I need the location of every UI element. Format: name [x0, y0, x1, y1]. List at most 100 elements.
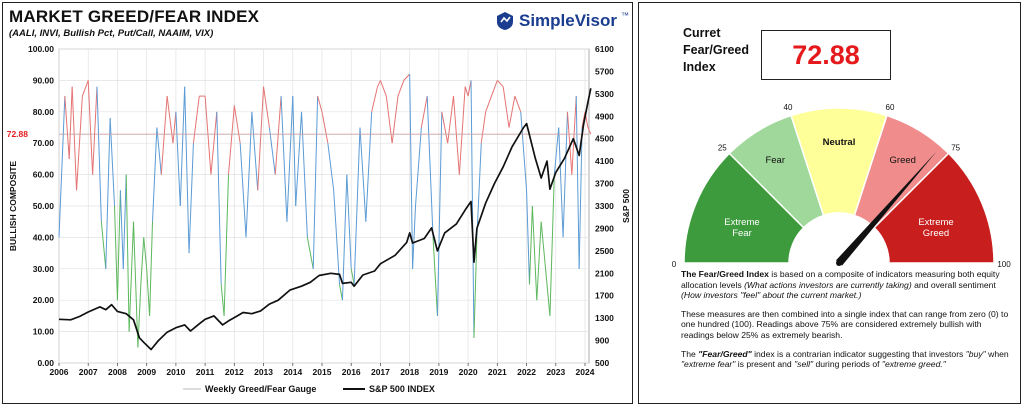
y-right-tick-label: 5700 [595, 66, 614, 76]
greed-fear-segment [359, 127, 367, 222]
greed-fear-segment [251, 111, 259, 191]
greed-fear-segment [295, 111, 303, 207]
greed-fear-segment [385, 96, 393, 144]
greed-fear-segment [87, 80, 94, 175]
greed-fear-series [58, 73, 592, 348]
greed-fear-segment [192, 96, 200, 144]
greed-fear-segment [152, 127, 158, 222]
x-tick-label: 2017 [371, 367, 390, 377]
greed-fear-segment [377, 80, 381, 87]
greed-fear-segment [125, 174, 130, 332]
greed-fear-segment [96, 86, 102, 222]
gauge-segment-label: Extreme [724, 217, 759, 228]
greed-fear-segment [540, 221, 547, 269]
y-left-tick-label: 60.00 [33, 170, 55, 180]
x-tick-label: 2010 [166, 367, 185, 377]
greed-fear-segment [528, 205, 533, 285]
y-right-tick-label: 5300 [595, 89, 614, 99]
greed-fear-segment [578, 127, 583, 269]
x-tick-label: 2018 [400, 367, 419, 377]
greed-fear-segment [412, 205, 417, 269]
greed-fear-segment [353, 127, 361, 285]
sp500-line [58, 88, 592, 351]
greed-fear-segment [502, 86, 510, 128]
greed-fear-segment [575, 96, 580, 269]
brand-trademark: ™ [620, 10, 629, 20]
greed-fear-segment [116, 190, 121, 301]
greed-fear-segment [172, 111, 177, 144]
greed-fear-segment [122, 174, 127, 269]
gauge-segment-label: Extreme [918, 217, 953, 228]
greed-fear-segment [216, 111, 222, 285]
chart-panel: 72.88 0.00 10.00 20.00 30.00 40.00 50.00 60.00… [2, 2, 633, 404]
greed-fear-segment [341, 174, 348, 301]
greed-fear-segment [188, 143, 194, 254]
y-right-tick-label: 3700 [595, 179, 614, 189]
greed-fear-segment [391, 96, 399, 144]
greed-fear-segment [531, 205, 538, 301]
greed-fear-segment [327, 143, 335, 191]
gauge-title-line3: Index [683, 60, 716, 74]
gauge-tick-label: 60 [886, 103, 895, 112]
gauge-segment-label: Fear [732, 228, 752, 239]
description: The Fear/Greed Index is based on a compo… [681, 269, 1011, 378]
y-right-tick-label: 4900 [595, 111, 614, 121]
x-tick-label: 2008 [108, 367, 127, 377]
greed-fear-segment [441, 111, 449, 144]
greed-fear-segment [64, 96, 70, 159]
x-tick-label: 2016 [342, 367, 361, 377]
greed-fear-segment [520, 111, 528, 191]
y-right-tick-label: 3300 [595, 201, 614, 211]
greed-fear-segment [346, 174, 352, 269]
greed-fear-segment [553, 127, 560, 175]
gauge-tick-label: 25 [718, 143, 727, 152]
y-right-tick-label: 2100 [595, 268, 614, 278]
x-tick-label: 2015 [313, 367, 332, 377]
greed-fear-segment [175, 111, 181, 207]
x-tick-label: 2011 [196, 367, 215, 377]
greed-fear-segment [280, 96, 288, 222]
brand-logo: SimpleVisor ™ [495, 11, 629, 31]
greed-fear-segment [321, 111, 329, 144]
y-left-tick-label: 30.00 [33, 264, 55, 274]
x-tick-label: 2009 [137, 367, 156, 377]
greed-fear-segment [286, 96, 294, 222]
greed-fear-segment [223, 174, 229, 316]
greed-fear-segment [436, 111, 443, 316]
axis-layer: 0.00 10.00 20.00 30.00 40.00 50.00 60.00 70.00 8… [8, 44, 631, 377]
simplevisor-logo-icon [497, 12, 513, 30]
gauge-segment [873, 152, 995, 264]
y-left-tick-label: 0.00 [37, 358, 54, 368]
greed-fear-segment [508, 96, 516, 128]
gauge-needle [835, 151, 937, 266]
greed-fear-segment [160, 96, 168, 175]
y-left-axis-label: BULLISH COMPOSITE [8, 161, 18, 252]
greed-fear-segment [350, 268, 355, 285]
y-left-tick-label: 40.00 [33, 232, 55, 242]
greed-fear-segment [447, 96, 454, 144]
description-paragraph-1: The Fear/Greed Index is based on a compo… [681, 269, 1000, 301]
gauge-title-line1: Curret [683, 26, 721, 40]
y-left-tick-label: 50.00 [33, 201, 55, 211]
greed-fear-segment [514, 95, 522, 112]
greed-fear-segment [109, 118, 116, 207]
gauge-title: Curret Fear/Greed Index [683, 25, 763, 76]
y-right-tick-label: 900 [595, 336, 609, 346]
gauge-segment-label: Greed [923, 228, 949, 239]
greed-fear-segment [128, 221, 135, 332]
greed-fear-segment [245, 111, 253, 238]
y-right-tick-label: 6100 [595, 44, 614, 54]
current-value: 72.88 [792, 39, 860, 70]
greed-fear-segment [100, 221, 107, 269]
x-tick-label: 2023 [546, 367, 565, 377]
greed-fear-segment [227, 105, 235, 175]
greed-fear-segment [166, 96, 174, 144]
greed-fear-segment [379, 80, 387, 97]
y-right-tick-label: 4500 [595, 134, 614, 144]
greed-fear-segment [426, 96, 434, 238]
x-tick-label: 2020 [459, 367, 478, 377]
greed-fear-segment [76, 96, 83, 191]
gauge: ExtremeFearFearNeutralGreedExtremeGreed0… [672, 103, 1011, 268]
x-tick-label: 2014 [283, 367, 302, 377]
x-tick-label: 2012 [225, 367, 244, 377]
